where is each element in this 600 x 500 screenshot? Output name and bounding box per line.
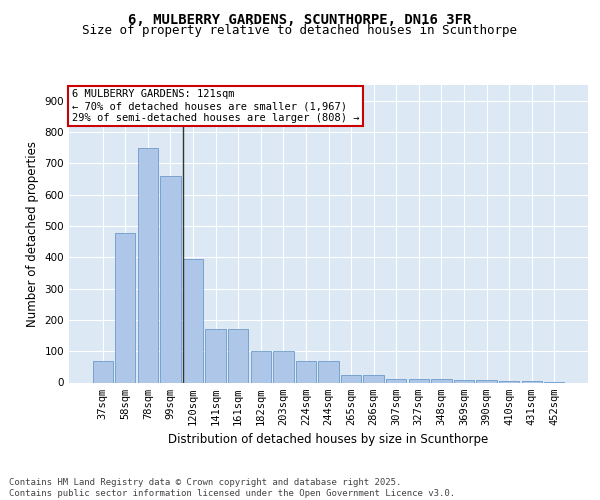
Text: Size of property relative to detached houses in Scunthorpe: Size of property relative to detached ho…	[83, 24, 517, 37]
Bar	[296, 360, 316, 382]
Bar	[454, 380, 474, 382]
Bar	[521, 381, 542, 382]
Bar	[205, 330, 226, 382]
Bar	[251, 351, 271, 382]
Bar	[92, 360, 113, 382]
Bar	[183, 259, 203, 382]
Bar	[228, 330, 248, 382]
Bar	[138, 148, 158, 382]
Text: Contains HM Land Registry data © Crown copyright and database right 2025.
Contai: Contains HM Land Registry data © Crown c…	[9, 478, 455, 498]
Text: 6, MULBERRY GARDENS, SCUNTHORPE, DN16 3FR: 6, MULBERRY GARDENS, SCUNTHORPE, DN16 3F…	[128, 12, 472, 26]
Text: 6 MULBERRY GARDENS: 121sqm
← 70% of detached houses are smaller (1,967)
29% of s: 6 MULBERRY GARDENS: 121sqm ← 70% of deta…	[71, 90, 359, 122]
Bar	[341, 374, 361, 382]
Bar	[431, 380, 452, 382]
Y-axis label: Number of detached properties: Number of detached properties	[26, 141, 39, 327]
Bar	[319, 360, 338, 382]
Bar	[499, 381, 519, 382]
Bar	[115, 233, 136, 382]
Bar	[409, 378, 429, 382]
Bar	[160, 176, 181, 382]
Bar	[364, 374, 384, 382]
X-axis label: Distribution of detached houses by size in Scunthorpe: Distribution of detached houses by size …	[169, 433, 488, 446]
Bar	[476, 380, 497, 382]
Bar	[386, 378, 406, 382]
Bar	[273, 351, 293, 382]
